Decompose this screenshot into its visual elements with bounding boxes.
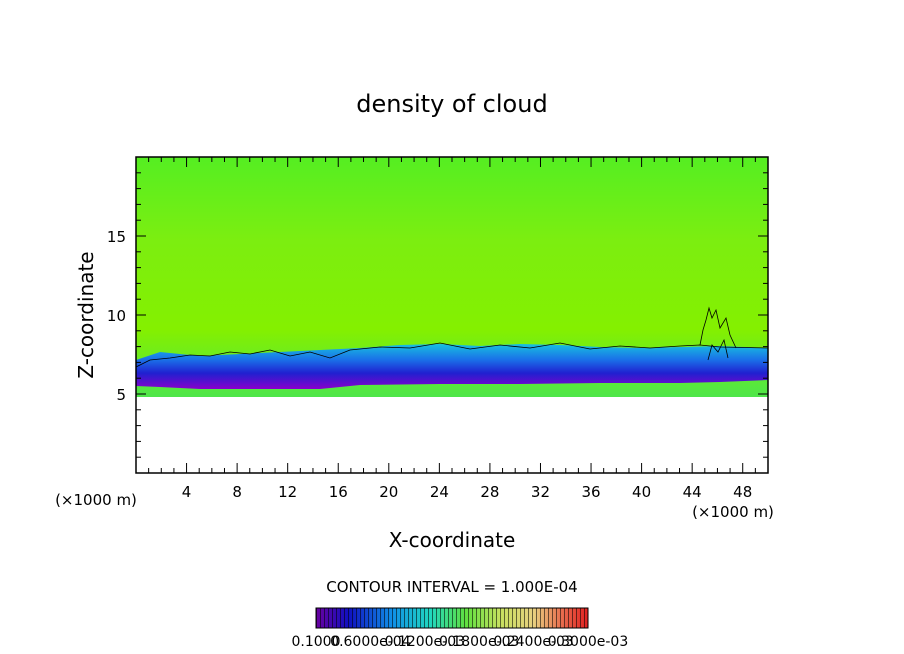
chart-title: density of cloud — [356, 90, 547, 118]
x-tick-label: 44 — [683, 483, 702, 501]
x-tick-label: 8 — [232, 483, 242, 501]
x-tick-label: 24 — [430, 483, 449, 501]
contour-interval-label: CONTOUR INTERVAL = 1.000E-04 — [326, 578, 577, 596]
colorbar-label: 0.1000 — [292, 634, 341, 650]
x-tick-label: 28 — [480, 483, 499, 501]
convective-cell-contour — [699, 306, 737, 349]
x-tick-label: 16 — [329, 483, 348, 501]
colorbar-label: 0.6000e-04 — [330, 634, 411, 650]
y-tick-label: 5 — [116, 386, 126, 404]
x-tick-label: 48 — [733, 483, 752, 501]
y-tick-label: 10 — [107, 307, 126, 325]
x-tick-label: 32 — [531, 483, 550, 501]
y-axis: 5 10 15 — [107, 172, 768, 458]
y-axis-units: (×1000 m) — [692, 503, 774, 521]
x-axis: 4 8 12 16 20 24 28 32 36 40 44 48 — [148, 157, 756, 501]
colorbar-label: 0.2400e-03 — [493, 634, 573, 650]
x-tick-label: 36 — [581, 483, 600, 501]
x-tick-label: 12 — [278, 483, 297, 501]
x-axis-label: X-coordinate — [389, 528, 516, 552]
x-axis-units: (×1000 m) — [55, 491, 137, 509]
colorbar-stripes — [316, 608, 588, 628]
x-tick-label: 4 — [182, 483, 192, 501]
colorbar-label: 0.1200e-03 — [385, 634, 465, 650]
colorbar-frame — [315, 607, 589, 629]
x-tick-label: 40 — [632, 483, 651, 501]
colorbar — [315, 607, 589, 629]
colorbar-labels: 0.10000.6000e-040.1200e-030.1800e-030.24… — [292, 634, 629, 650]
colorbar-label: 0.1800e-03 — [439, 634, 519, 650]
y-tick-label: 15 — [107, 228, 126, 246]
plot-area — [136, 157, 768, 397]
y-axis-label: Z-coordinate — [74, 251, 98, 378]
convective-cell-contour — [707, 338, 729, 361]
contour-line — [136, 342, 768, 368]
colorbar-label: 0.3000e-03 — [548, 634, 628, 650]
x-tick-label: 20 — [379, 483, 398, 501]
